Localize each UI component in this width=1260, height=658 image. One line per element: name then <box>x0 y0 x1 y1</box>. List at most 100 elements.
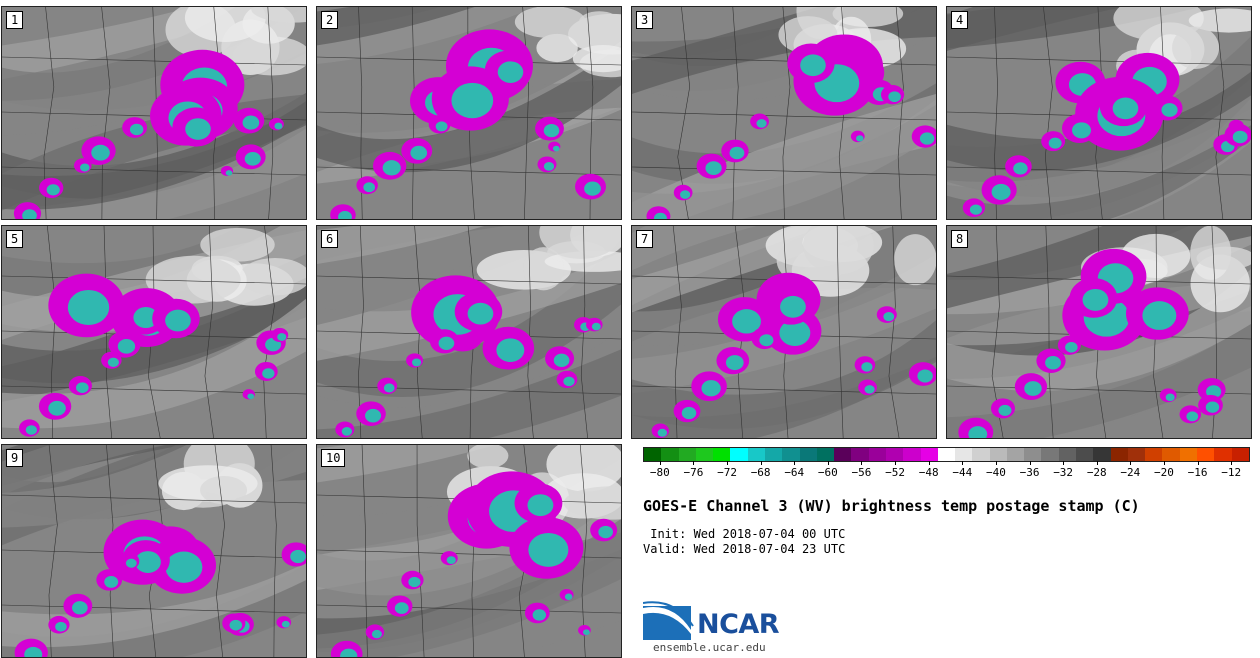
colorbar-tick-label: −40 <box>985 466 1006 479</box>
colorbar-tick-label: −32 <box>1053 466 1074 479</box>
colorbar-segment <box>851 448 869 461</box>
panel-label: 9 <box>6 449 24 467</box>
colorbar-segment <box>1179 448 1197 461</box>
colorbar-tick-label: −28 <box>1086 466 1107 479</box>
wv-imagery <box>317 226 621 438</box>
colorbar-tick-label: −72 <box>717 466 737 479</box>
map-panel-8: 8 <box>946 225 1252 439</box>
colorbar-segment <box>799 448 817 461</box>
colorbar-segment <box>1076 448 1094 461</box>
colorbar-segment <box>644 448 662 461</box>
colorbar-tick <box>1197 461 1199 465</box>
colorbar-tick <box>962 461 964 465</box>
colorbar-tick <box>1096 461 1098 465</box>
colorbar-segment <box>989 448 1007 461</box>
panel-label: 1 <box>6 11 24 29</box>
colorbar-tick <box>995 461 997 465</box>
colorbar-tick-label: −44 <box>952 466 973 479</box>
map-panel-5: 5 <box>1 225 307 439</box>
map-panel-7: 7 <box>631 225 937 439</box>
colorbar-segment <box>868 448 886 461</box>
colorbar-tick-label: −36 <box>1019 466 1040 479</box>
colorbar-tick-label: −12 <box>1221 466 1242 479</box>
colorbar-segment <box>747 448 765 461</box>
colorbar-segment <box>695 448 714 461</box>
colorbar-segment <box>955 448 973 461</box>
colorbar-tick <box>659 461 661 465</box>
colorbar-segment <box>1231 448 1249 461</box>
colorbar-tick <box>895 461 897 465</box>
colorbar-segment <box>661 448 679 461</box>
panel-label: 8 <box>951 230 969 248</box>
colorbar-tick-label: −24 <box>1120 466 1141 479</box>
panel-label: 6 <box>321 230 339 248</box>
wv-imagery <box>2 226 306 438</box>
wv-imagery <box>947 226 1251 438</box>
colorbar-tick <box>693 461 695 465</box>
colorbar-segment <box>937 448 956 461</box>
colorbar-tick-label: −76 <box>683 466 704 479</box>
colorbar-tick <box>861 461 863 465</box>
colorbar-segment <box>816 448 835 461</box>
colorbar-tick <box>727 461 729 465</box>
figure-title: GOES-E Channel 3 (WV) brightness temp po… <box>643 497 1140 515</box>
wv-imagery <box>2 445 306 657</box>
colorbar-segment <box>1127 448 1146 461</box>
map-panel-9: 9 <box>1 444 307 658</box>
colorbar-tick <box>1130 461 1132 465</box>
map-panel-4: 4 <box>946 6 1252 220</box>
wv-imagery <box>317 445 621 657</box>
valid-time: Valid: Wed 2018-07-04 23 UTC <box>643 542 846 556</box>
map-panel-3: 3 <box>631 6 937 220</box>
colorbar-segment <box>1058 448 1077 461</box>
colorbar-segment <box>1006 448 1025 461</box>
init-time: Init: Wed 2018-07-04 00 UTC <box>643 527 846 541</box>
colorbar-segment <box>730 448 748 461</box>
colorbar-segment <box>678 448 696 461</box>
colorbar-segment <box>903 448 921 461</box>
colorbar-tick <box>794 461 796 465</box>
colorbar-tick <box>827 461 829 465</box>
colorbar-tick <box>1163 461 1165 465</box>
colorbar <box>643 447 1250 462</box>
colorbar-ticks: −80 −76 −72 −68 −64 −60 −56 −52 −48 −44 −40 −36 −32−… <box>643 461 1248 481</box>
wv-imagery <box>317 7 621 219</box>
colorbar-tick <box>1029 461 1031 465</box>
site-url: ensemble.ucar.edu <box>653 641 766 654</box>
panel-label: 10 <box>321 449 346 467</box>
colorbar-tick-label: −52 <box>885 466 906 479</box>
colorbar-segment <box>1162 448 1180 461</box>
wv-imagery <box>2 7 306 219</box>
colorbar-segment <box>972 448 990 461</box>
panel-label: 4 <box>951 11 969 29</box>
ncar-logo-text: NCAR <box>697 609 780 640</box>
colorbar-tick <box>1063 461 1065 465</box>
colorbar-segment <box>713 448 731 461</box>
wv-imagery <box>632 7 936 219</box>
colorbar-segment <box>834 448 852 461</box>
map-panel-10: 10 <box>316 444 622 658</box>
colorbar-tick-label: −60 <box>817 466 838 479</box>
colorbar-segment <box>1197 448 1215 461</box>
colorbar-tick-label: −48 <box>918 466 939 479</box>
colorbar-tick <box>928 461 930 465</box>
colorbar-segment <box>1041 448 1059 461</box>
panel-label: 7 <box>636 230 654 248</box>
ncar-logo-icon <box>643 601 694 640</box>
colorbar-segment <box>764 448 783 461</box>
panel-label: 2 <box>321 11 339 29</box>
colorbar-segment <box>1145 448 1163 461</box>
colorbar-segment <box>885 448 904 461</box>
colorbar-segment <box>782 448 800 461</box>
map-panel-1: 1 <box>1 6 307 220</box>
colorbar-segment <box>920 448 938 461</box>
colorbar-tick-label: −64 <box>784 466 805 479</box>
colorbar-tick-label: −68 <box>750 466 771 479</box>
colorbar-tick-label: −56 <box>851 466 872 479</box>
colorbar-segment <box>1024 448 1042 461</box>
map-panel-2: 2 <box>316 6 622 220</box>
panel-label: 5 <box>6 230 24 248</box>
panel-label: 3 <box>636 11 654 29</box>
colorbar-segment <box>1110 448 1128 461</box>
colorbar-tick <box>760 461 762 465</box>
